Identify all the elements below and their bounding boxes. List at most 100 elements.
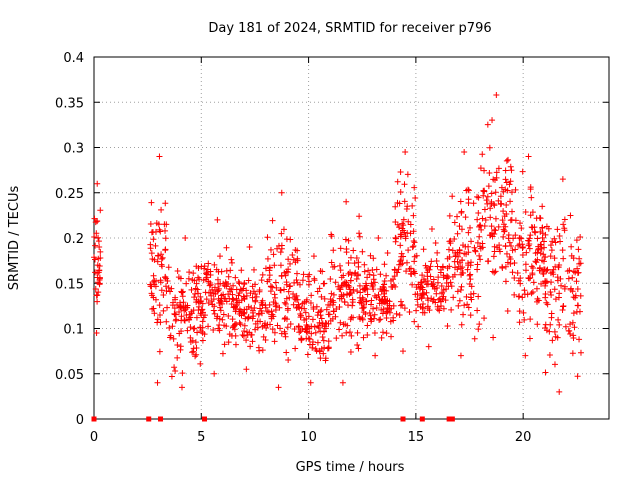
data-point [94,270,101,277]
data-point [373,304,380,311]
data-point [482,216,489,223]
data-point [427,273,434,280]
data-point [220,291,227,298]
data-point [392,219,399,226]
data-point [559,306,566,313]
data-point [96,275,103,282]
data-point [454,266,461,273]
data-point [230,296,237,303]
data-point [539,224,546,231]
data-point [461,302,468,309]
data-point [346,329,353,336]
data-point [219,316,226,323]
data-point [321,295,328,302]
data-point [447,240,454,247]
data-point [413,307,420,314]
data-point [449,247,456,254]
data-point [414,296,421,303]
data-point [455,302,462,309]
data-point [363,297,370,304]
y-tick-label: 0.4 [63,51,84,66]
data-point [185,275,192,282]
data-point [366,271,373,278]
data-point [474,239,481,246]
data-point [353,275,360,282]
data-point [457,287,464,294]
data-point [506,181,513,188]
data-point [400,348,406,355]
data-point [381,281,388,288]
data-point [190,325,197,332]
data-point [280,226,287,233]
data-point [569,350,576,357]
data-point [392,203,399,210]
data-point [315,324,322,331]
data-point [206,282,213,289]
data-point [266,272,273,279]
data-point [500,188,507,195]
data-point [193,345,200,352]
data-point [405,247,412,254]
data-point [529,270,536,277]
data-point [552,263,559,270]
data-point [440,286,447,293]
data-point [211,370,218,377]
data-point [395,266,402,273]
data-point [318,315,325,322]
data-point [322,355,329,362]
data-point [167,332,174,339]
data-point [545,225,552,232]
data-point [94,180,101,187]
data-point [444,323,451,330]
data-point [160,291,167,298]
data-point [364,291,371,298]
data-point [474,307,481,314]
data-point [293,296,300,303]
data-point [550,271,557,278]
data-point [521,316,528,323]
data-point [492,215,499,222]
data-point [548,314,555,321]
data-point [325,345,332,352]
data-point [255,311,262,318]
data-point [353,255,360,262]
data-point [223,267,230,274]
data-point [264,255,271,262]
data-point [241,306,248,313]
data-point [296,304,303,311]
data-point [349,296,356,303]
data-point [147,220,154,227]
data-point [195,274,202,281]
data-point [336,286,343,293]
data-point [347,277,354,284]
data-point [278,230,285,237]
data-point [94,262,101,269]
data-point [93,230,100,237]
data-point [516,319,523,326]
data-point [192,353,199,360]
data-point [233,295,240,302]
data-point [263,325,270,332]
data-point [340,280,347,287]
data-point [256,288,263,295]
data-point [223,283,230,290]
data-point [551,255,558,262]
data-point [354,329,361,336]
data-point [523,249,530,256]
data-point [294,255,301,262]
data-point [91,233,98,240]
data-point [172,296,179,303]
data-point [235,279,242,286]
data-point [475,210,482,217]
data-point [496,246,503,253]
data-point [172,311,179,318]
data-point [451,236,458,243]
data-point [481,315,488,322]
data-point [384,249,391,256]
data-point [350,314,357,321]
data-point [467,276,474,283]
data-point [330,299,337,306]
data-point [156,226,163,233]
data-point [393,310,400,317]
data-point [485,183,492,190]
